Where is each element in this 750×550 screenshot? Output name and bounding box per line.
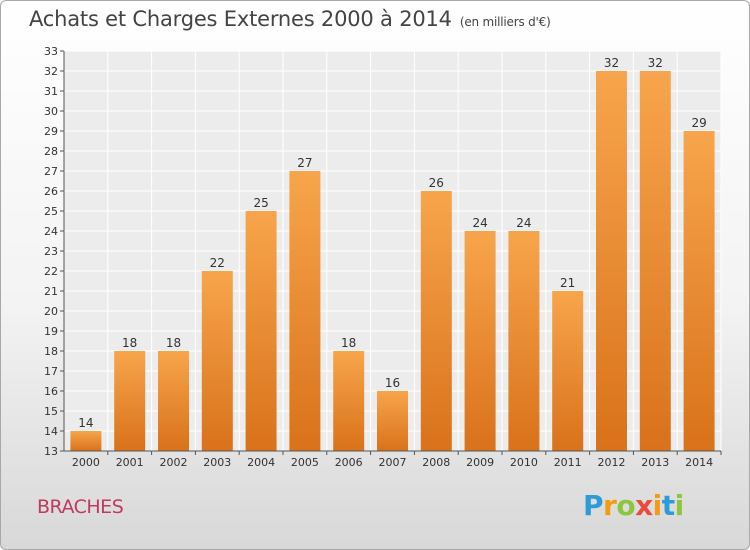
x-tick-label-2010: 2010 xyxy=(510,456,538,469)
logo-letter: o xyxy=(616,489,636,522)
axes xyxy=(60,50,722,455)
value-label-2008: 26 xyxy=(429,176,444,190)
chart-title: Achats et Charges Externes 2000 à 2014 (e… xyxy=(29,7,551,31)
y-tick-label: 26 xyxy=(44,185,58,198)
x-tick-label-2003: 2003 xyxy=(203,456,231,469)
y-tick-label: 18 xyxy=(44,345,58,358)
x-tick-label-2007: 2007 xyxy=(379,456,407,469)
y-tick-label: 16 xyxy=(44,385,58,398)
logo-letter: P xyxy=(583,489,604,522)
y-tick-label: 25 xyxy=(44,205,58,218)
y-tick-label: 32 xyxy=(44,65,58,78)
x-tick-label-2006: 2006 xyxy=(335,456,363,469)
value-label-2002: 18 xyxy=(166,336,181,350)
x-tick-label-2009: 2009 xyxy=(466,456,494,469)
value-label-2006: 18 xyxy=(341,336,356,350)
x-tick-label-2013: 2013 xyxy=(641,456,669,469)
logo-letter: i xyxy=(652,489,663,522)
x-tick-label-2014: 2014 xyxy=(685,456,713,469)
value-label-2014: 29 xyxy=(691,116,706,130)
x-tick-label-2004: 2004 xyxy=(247,456,275,469)
value-label-2004: 25 xyxy=(253,196,268,210)
value-label-2005: 27 xyxy=(297,156,312,170)
bar-2001 xyxy=(114,351,146,451)
y-tick-label: 24 xyxy=(44,225,58,238)
y-tick-label: 29 xyxy=(44,125,58,138)
bar-2000 xyxy=(70,431,102,451)
commune-name: BRACHES xyxy=(37,496,124,518)
bar-2010 xyxy=(508,231,540,451)
x-tick-label-2002: 2002 xyxy=(160,456,188,469)
y-tick-label: 14 xyxy=(44,425,58,438)
x-tick-label-2001: 2001 xyxy=(116,456,144,469)
title-text: Achats et Charges Externes 2000 à 2014 xyxy=(29,7,452,31)
bar-2014 xyxy=(683,131,715,451)
labels: 13 14 15 16 17 18 19 20 21 22 23 24 25 26 27 28 29 30 31 32… xyxy=(44,45,713,469)
y-tick-label: 28 xyxy=(44,145,58,158)
y-tick-label: 31 xyxy=(44,85,58,98)
proxiti-logo: Proxiti xyxy=(583,489,684,522)
y-tick-label: 19 xyxy=(44,325,58,338)
value-label-2003: 22 xyxy=(210,256,225,270)
bar-2002 xyxy=(158,351,189,451)
bar-2005 xyxy=(289,171,321,451)
bar-2004 xyxy=(245,211,277,451)
x-tick-label-2008: 2008 xyxy=(422,456,450,469)
logo-letter: t xyxy=(661,489,675,522)
value-label-2013: 32 xyxy=(648,56,663,70)
value-label-2012: 32 xyxy=(604,56,619,70)
y-tick-label: 23 xyxy=(44,245,58,258)
value-label-2000: 14 xyxy=(78,416,93,430)
logo-letter: x xyxy=(635,489,653,522)
bar-2006 xyxy=(333,351,365,451)
y-tick-label: 17 xyxy=(44,365,58,378)
value-label-2007: 16 xyxy=(385,376,400,390)
value-label-2009: 24 xyxy=(472,216,487,230)
y-tick-label: 30 xyxy=(44,105,58,118)
x-tick-label-2012: 2012 xyxy=(598,456,626,469)
y-tick-label: 13 xyxy=(44,445,58,458)
bars xyxy=(70,71,715,451)
x-tick-label-2000: 2000 xyxy=(72,456,100,469)
logo-letter: i xyxy=(674,489,685,522)
bar-2007 xyxy=(377,391,408,451)
x-tick-label-2005: 2005 xyxy=(291,456,319,469)
y-tick-label: 27 xyxy=(44,165,58,178)
value-label-2001: 18 xyxy=(122,336,137,350)
bar-2008 xyxy=(420,191,452,451)
y-tick-label: 21 xyxy=(44,285,58,298)
y-tick-label: 22 xyxy=(44,265,58,278)
unit-label: (en milliers d'€) xyxy=(459,15,551,29)
y-tick-label: 20 xyxy=(44,305,58,318)
bar-2013 xyxy=(639,71,671,451)
logo-letter: r xyxy=(603,489,617,522)
x-tick-label-2011: 2011 xyxy=(554,456,582,469)
value-label-2011: 21 xyxy=(560,276,575,290)
y-tick-label: 15 xyxy=(44,405,58,418)
y-tick-label: 33 xyxy=(44,45,58,58)
bar-2011 xyxy=(552,291,584,451)
bar-2003 xyxy=(201,271,233,451)
value-label-2010: 24 xyxy=(516,216,531,230)
bar-2009 xyxy=(464,231,496,451)
bar-2012 xyxy=(596,71,627,451)
